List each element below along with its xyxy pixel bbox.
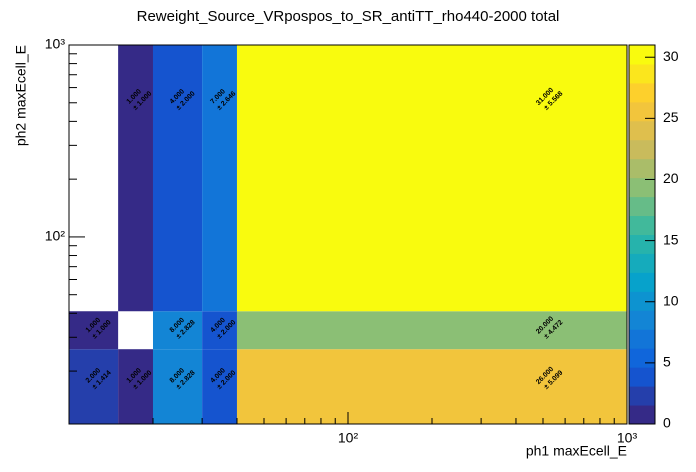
- colorbar-band: [629, 196, 655, 217]
- colorbar-tick-label: 0: [663, 415, 671, 431]
- heatmap-cell: [152, 45, 203, 312]
- colorbar-band: [629, 234, 655, 254]
- colorbar-band: [629, 82, 655, 103]
- x-tick-label: 10²: [338, 430, 359, 446]
- heatmap-cell: [202, 45, 237, 312]
- colorbar-band: [629, 405, 655, 425]
- colorbar-tick-label: 20: [663, 170, 679, 186]
- x-tick-label: 10³: [617, 430, 638, 446]
- heatmap-cell: [69, 311, 119, 350]
- heatmap-cell: [152, 311, 203, 350]
- colorbar-band: [629, 158, 655, 179]
- heatmap-cell: [202, 311, 237, 350]
- y-tick-label: 10²: [45, 228, 66, 244]
- colorbar-band: [629, 101, 655, 122]
- heatmap-cell: [236, 311, 627, 350]
- colorbar-band: [629, 63, 655, 84]
- colorbar-band: [629, 348, 655, 368]
- y-tick-label: 10³: [45, 36, 66, 52]
- heatmap-cell: [202, 349, 237, 424]
- heatmap-cell: [236, 349, 627, 424]
- colorbar-tick-label: 25: [663, 109, 679, 125]
- colorbar-tick-label: 30: [663, 48, 679, 64]
- colorbar-band: [629, 310, 655, 330]
- colorbar-band: [629, 215, 655, 235]
- colorbar-tick-label: 15: [663, 231, 679, 247]
- colorbar-tick-label: 10: [663, 292, 679, 308]
- heatmap-cell: [118, 349, 153, 424]
- colorbar-band: [629, 139, 655, 160]
- colorbar-band: [629, 291, 655, 311]
- heatmap-cell: [69, 349, 119, 424]
- heatmap-cell: [152, 349, 203, 424]
- x-axis-title: ph1 maxEcell_E: [526, 443, 627, 459]
- heatmap-cell: [118, 45, 153, 312]
- colorbar-band: [629, 253, 655, 273]
- colorbar-band: [629, 367, 655, 387]
- colorbar-band: [629, 177, 655, 198]
- colorbar-band: [629, 120, 655, 141]
- chart-title: Reweight_Source_VRpospos_to_SR_antiTT_rh…: [137, 8, 560, 25]
- colorbar-frame: [628, 44, 656, 425]
- y-axis-title: ph2 maxEcell_E: [13, 45, 29, 146]
- heatmap-cell: [236, 45, 627, 312]
- colorbar-band: [629, 45, 655, 65]
- colorbar-band: [629, 272, 655, 292]
- colorbar-tick-label: 5: [663, 354, 671, 370]
- colorbar-band: [629, 329, 655, 349]
- colorbar-band: [629, 386, 655, 406]
